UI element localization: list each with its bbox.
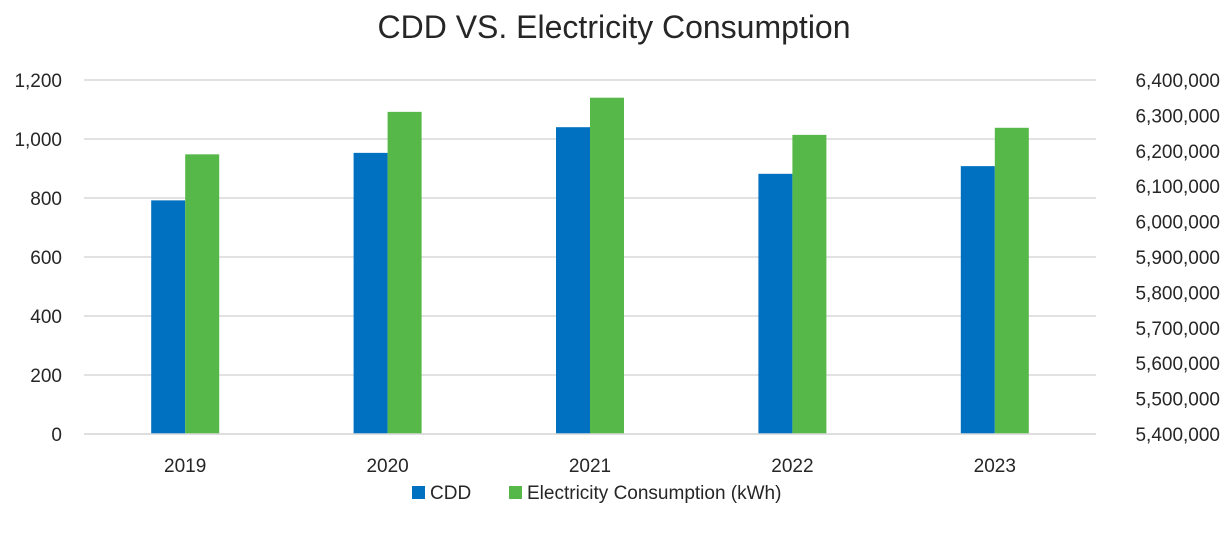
- left-tick-label: 200: [30, 366, 62, 387]
- bar-electricity-2021: [590, 97, 624, 434]
- left-tick-label: 1,200: [14, 71, 62, 92]
- right-tick-label: 5,500,000: [1135, 390, 1220, 411]
- right-tick-label: 6,400,000: [1135, 71, 1220, 92]
- bars: [151, 97, 1029, 435]
- left-y-axis: 0 200 400 600 800 1,000 1,200: [14, 71, 62, 446]
- right-tick-label: 5,700,000: [1135, 319, 1220, 340]
- right-tick-label: 5,600,000: [1135, 354, 1220, 375]
- bar-cdd-2023: [960, 166, 995, 434]
- right-tick-label: 5,800,000: [1135, 283, 1220, 304]
- left-tick-label: 400: [30, 307, 62, 328]
- bar-electricity-2023: [994, 127, 1029, 434]
- left-tick-label: 1,000: [14, 130, 62, 151]
- left-tick-label: 0: [51, 425, 62, 446]
- right-tick-label: 5,400,000: [1135, 425, 1220, 446]
- bar-electricity-2022: [792, 134, 827, 434]
- x-tick-label: 2020: [366, 456, 408, 477]
- legend-swatch-cdd: [412, 486, 425, 499]
- right-tick-label: 5,900,000: [1135, 248, 1220, 269]
- left-tick-label: 800: [30, 189, 62, 210]
- left-tick-label: 600: [30, 248, 62, 269]
- bar-electricity-2019: [185, 154, 220, 434]
- right-tick-label: 6,300,000: [1135, 106, 1220, 127]
- right-tick-label: 6,200,000: [1135, 142, 1220, 163]
- chart-title: CDD VS. Electricity Consumption: [377, 9, 850, 45]
- bar-cdd-2022: [758, 173, 793, 434]
- x-tick-label: 2021: [569, 456, 611, 477]
- x-tick-label: 2023: [974, 456, 1016, 477]
- right-tick-label: 6,100,000: [1135, 177, 1220, 198]
- x-axis: 2019 2020 2021 2022 2023: [84, 433, 1096, 477]
- legend-label-electricity: Electricity Consumption (kWh): [527, 483, 781, 504]
- x-tick-label: 2019: [164, 456, 206, 477]
- legend-swatch-electricity: [509, 486, 522, 499]
- bar-cdd-2020: [353, 152, 388, 435]
- bar-cdd-2021: [556, 127, 590, 434]
- legend: CDD Electricity Consumption (kWh): [412, 483, 781, 504]
- x-tick-label: 2022: [771, 456, 813, 477]
- legend-label-cdd: CDD: [430, 483, 471, 504]
- bar-cdd-2019: [151, 200, 186, 434]
- bar-electricity-2020: [387, 111, 422, 435]
- right-y-axis: 5,400,000 5,500,000 5,600,000 5,700,000 5,80…: [1135, 71, 1220, 446]
- right-tick-label: 6,000,000: [1135, 213, 1220, 234]
